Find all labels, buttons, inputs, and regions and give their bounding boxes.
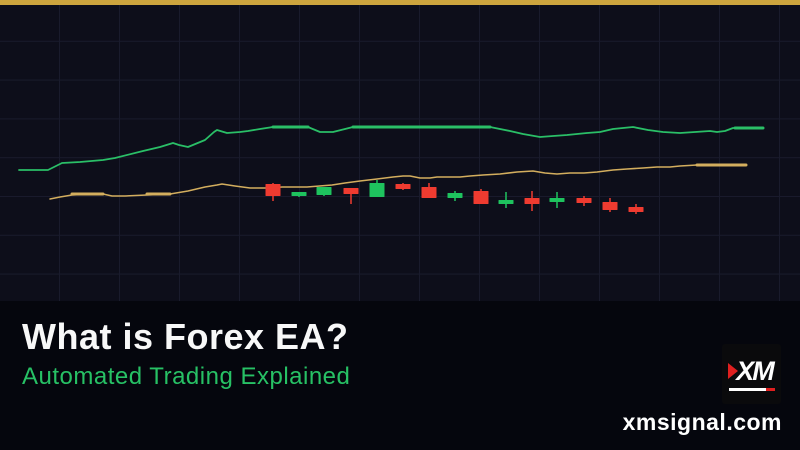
xm-logo-arrow-icon <box>728 363 739 379</box>
xm-logo-underline <box>728 387 775 391</box>
xm-logo-underline-red <box>765 387 775 391</box>
xm-logo-row: XM <box>728 355 775 386</box>
site-url: xmsignal.com <box>622 409 782 435</box>
page-title: What is Forex EA? <box>22 316 349 357</box>
chart-area <box>0 0 800 301</box>
xm-logo: XM <box>722 344 781 404</box>
price-chart <box>18 125 765 214</box>
top-accent-bar <box>0 0 800 5</box>
xm-logo-underline-white <box>728 387 766 391</box>
page-subtitle: Automated Trading Explained <box>22 363 351 390</box>
caption-band: What is Forex EA? Automated Trading Expl… <box>0 301 800 450</box>
xm-logo-text: XM <box>736 355 774 386</box>
